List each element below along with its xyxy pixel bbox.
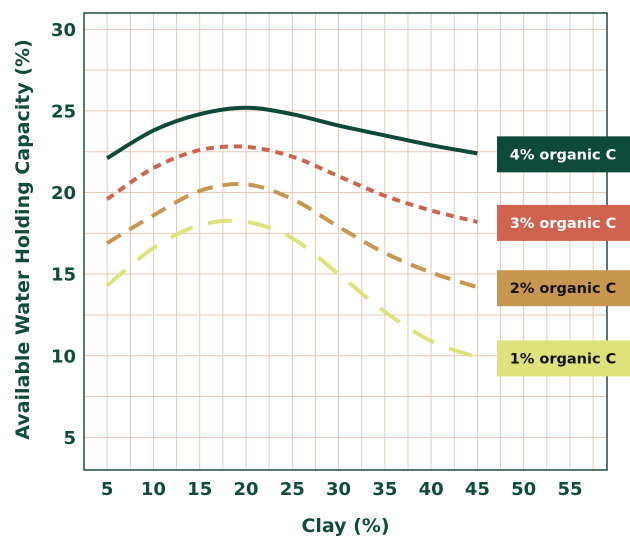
series-label: 3% organic C: [510, 216, 617, 232]
x-tick-labels: 5 10 15 20 25 30 35 40 45 50 55: [101, 479, 583, 500]
x-tick-label: 55: [557, 479, 582, 500]
x-tick-label: 45: [465, 479, 490, 500]
plot-frame: [83, 12, 608, 471]
y-tick-label: 5: [63, 428, 76, 449]
x-tick-label: 35: [372, 479, 397, 500]
y-tick-label: 30: [51, 20, 76, 41]
series-label-box: [497, 270, 630, 307]
x-tick-label: 15: [187, 479, 212, 500]
y-tick-label: 15: [51, 265, 76, 286]
series-label-box: [497, 136, 630, 173]
series-label: 1% organic C: [510, 351, 617, 367]
x-tick-label: 40: [419, 479, 444, 500]
x-tick-label: 10: [141, 479, 166, 500]
series-line: [105, 218, 479, 360]
series-label-box: [497, 204, 630, 241]
x-tick-label: 25: [280, 479, 305, 500]
series-line: [106, 182, 478, 290]
y-tick-label: 10: [51, 346, 76, 367]
x-tick-label: 20: [233, 479, 258, 500]
x-tick-label: 50: [511, 479, 536, 500]
x-tick-label: 30: [326, 479, 351, 500]
grid: [84, 13, 607, 470]
series-line: [106, 105, 478, 161]
series-label: 4% organic C: [510, 147, 617, 163]
series-label: 2% organic C: [510, 281, 617, 297]
x-tick-label: 5: [101, 479, 114, 500]
y-axis-title: Available Water Holding Capacity (%): [12, 39, 34, 440]
y-tick-label: 25: [51, 101, 76, 122]
series-line: [105, 144, 478, 224]
y-tick-label: 20: [51, 183, 76, 204]
x-axis-title: Clay (%): [301, 515, 389, 536]
series-lines: [105, 105, 479, 360]
series-label-box: [497, 340, 630, 377]
y-tick-labels: 5 10 15 20 25 30: [51, 20, 76, 449]
series-labels: 4% organic C 3% organic C 2% organic C 1% o…: [497, 136, 630, 377]
